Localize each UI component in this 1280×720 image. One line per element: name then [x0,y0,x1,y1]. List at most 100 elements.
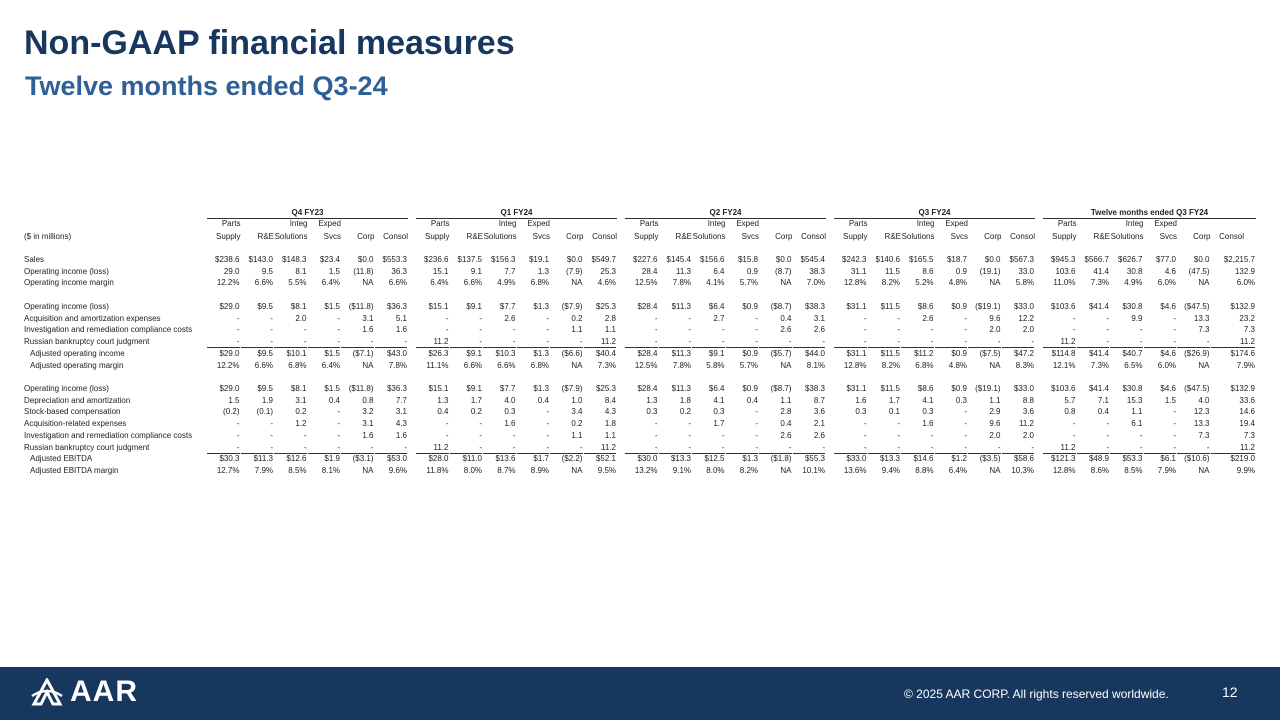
cell: 7.7 [504,266,516,276]
cell: $238.6 [215,255,240,264]
cell: NA [780,465,792,475]
cell: 13.6% [843,465,867,475]
cell: - [834,443,867,454]
column-header: Solutions [901,232,935,241]
column-header: Supply [634,232,659,241]
cell: 7.8% [672,278,691,288]
cell: 1.2 [295,419,307,429]
cell: - [479,419,482,429]
cell: 0.9 [746,266,758,276]
cell: $28.4 [637,348,658,358]
cell: - [658,337,691,349]
cell: $156.3 [491,255,516,264]
cell: 8.4 [604,395,616,405]
cell: 3.1 [362,313,374,323]
row-label: Sales [24,255,45,264]
cell: 2.0 [295,313,307,323]
cell: 9.6% [388,465,407,475]
cell: $1.7 [533,454,549,464]
cell: 3.4 [571,407,583,417]
cell: 7.3 [1243,430,1255,440]
cell: 11.2 [1043,443,1076,454]
cell: 1.7 [888,395,900,405]
cell: 4.6% [597,278,616,288]
cell: 15.1 [432,266,449,276]
cell: - [863,313,867,323]
cell: - [449,337,482,349]
cell: $0.0 [775,255,792,264]
cell: - [897,325,900,335]
cell: ($8.7) [770,302,792,311]
cell: 29.0 [223,266,240,276]
cell: 1.6 [395,325,407,335]
cell: ($10.6) [1184,454,1210,464]
cell: ($47.5) [1184,302,1210,311]
cell: $13.3 [879,454,900,464]
cell: 1.1 [604,325,616,335]
row-label: Operating income margin [24,278,114,288]
column-header: Parts [430,219,450,228]
row-label: Stock-based compensation [24,407,121,417]
cell: $11.3 [253,454,273,464]
cell: 3.1 [362,419,374,429]
cell: (19.1) [979,266,1001,276]
cell: - [516,337,549,349]
cell: - [512,325,516,335]
cell: $1.3 [742,454,758,464]
cell: - [483,443,516,454]
cell: - [207,443,240,454]
column-header: Solutions [483,232,517,241]
cell: (11.8) [353,266,374,276]
cell: - [1110,337,1143,349]
cell: $156.6 [700,255,725,264]
cell: $28.0 [428,454,449,464]
cell: NA [1198,278,1210,288]
cell: 6.0% [1157,278,1176,288]
cell: 12.8% [1052,465,1076,475]
cell: $0.9 [742,384,758,393]
cell: 12.8% [843,278,867,288]
cell: $7.7 [499,384,516,393]
cell: 6.6% [463,360,482,370]
cell: - [759,337,792,349]
cell: ($3.5) [979,454,1001,464]
cell: 6.8% [530,278,549,288]
cell: - [270,419,273,429]
column-header: R&E [466,232,483,241]
cell: 12.1% [1052,360,1076,370]
cell: - [445,313,449,323]
units-label: ($ in millions) [24,232,72,241]
cell: 8.7 [813,395,825,405]
cell: 2.6 [813,430,825,440]
cell: 0.4 [746,395,758,405]
cell: - [207,337,240,349]
cell: 0.1 [888,407,900,417]
cell: $41.4 [1088,302,1109,311]
cell: $0.9 [951,348,967,358]
cell: - [341,443,374,454]
cell: 12.8% [843,360,867,370]
cell: 7.9% [254,465,273,475]
cell: 12.5% [634,360,658,370]
cell: 9.5 [261,266,273,276]
cell: 0.3 [713,407,725,417]
cell: 9.1 [470,266,482,276]
cell: - [834,337,867,349]
cell: - [688,419,691,429]
cell: - [654,325,658,335]
cell: $33.0 [1013,302,1034,311]
cell: - [863,430,867,440]
cell: - [654,419,658,429]
row-label: Acquisition and amortization expenses [24,313,161,323]
cell: 0.4 [537,395,549,405]
cell: - [546,325,549,335]
cell: - [236,430,240,440]
cell: $15.1 [428,302,449,311]
row-label: Russian bankruptcy court judgment [24,337,150,347]
cell: $77.0 [1155,255,1176,264]
cell: 8.2% [881,360,900,370]
cell: $11.0 [462,454,482,464]
cell: $165.5 [909,255,934,264]
cell: 0.4 [780,419,792,429]
